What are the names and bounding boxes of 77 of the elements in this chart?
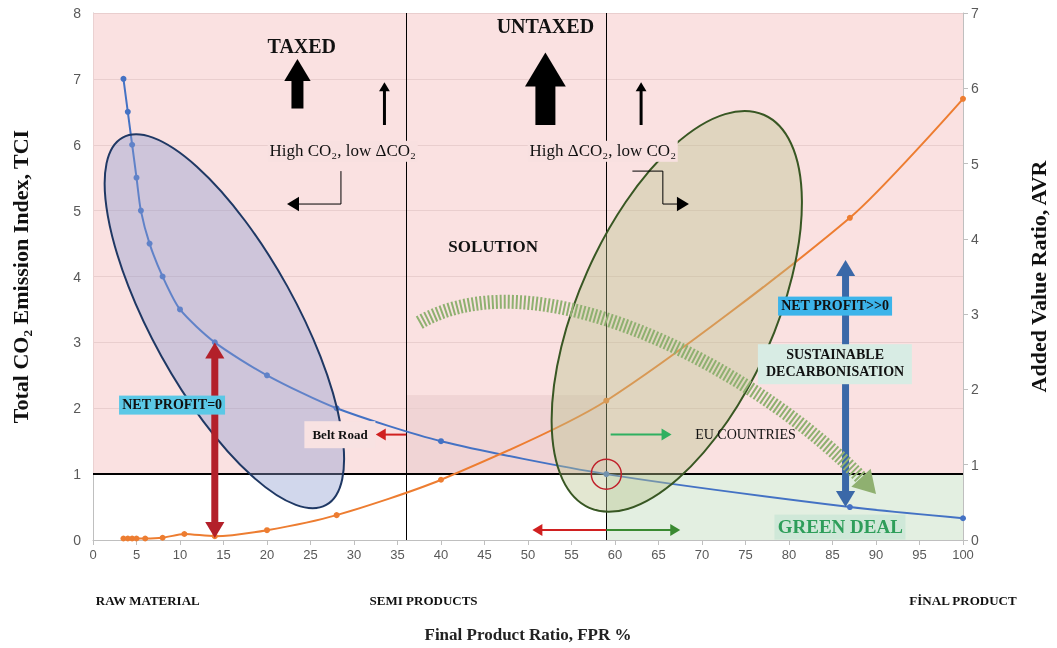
point — [124, 108, 131, 115]
annotation: High ΔCO₂, low CO₂ — [527, 141, 679, 162]
point — [264, 372, 270, 379]
y-tick-label: 6 — [73, 136, 82, 153]
point — [846, 504, 853, 511]
x-axis-title: Final Product Ratio, FPR % — [424, 625, 632, 644]
annotation: SUSTAINABLE DECARBONISATION — [758, 344, 913, 384]
point — [159, 273, 166, 280]
point — [133, 535, 140, 542]
x-tick-label: 80 — [781, 547, 797, 562]
y2-tick-label: 6 — [971, 80, 979, 97]
point — [181, 530, 188, 537]
x-tick-label: 60 — [607, 547, 623, 562]
y-tick-label: 3 — [73, 334, 82, 351]
y2-axis-title: Added Value Ratio, AVR — [1025, 159, 1051, 393]
x-tick-label: 45 — [477, 547, 492, 562]
point — [438, 476, 444, 483]
point — [333, 405, 340, 412]
point — [438, 438, 444, 445]
x-tick-label: 0 — [89, 547, 97, 562]
text: RAW MATERIAL — [95, 593, 200, 609]
y-tick-label: 0 — [73, 532, 82, 548]
annotation: UNTAXED — [496, 14, 595, 39]
point — [960, 515, 966, 522]
point — [333, 512, 340, 519]
point — [960, 95, 966, 102]
y2-tick-label: 4 — [971, 230, 979, 247]
x-tick-label: 10 — [172, 547, 188, 562]
point — [137, 207, 144, 214]
y-tick-label: 5 — [73, 202, 82, 219]
point — [142, 535, 149, 542]
point — [146, 240, 153, 247]
y2-tick-label: 0 — [971, 532, 979, 548]
point — [159, 534, 166, 541]
y-tick-label: 4 — [73, 268, 82, 285]
x-tick-label: 75 — [738, 547, 753, 562]
x-tick-label: 95 — [912, 547, 927, 562]
y-axis-title: Total CO₂ Emission Index, TCI — [7, 129, 33, 424]
x-tick-label: 100 — [952, 547, 974, 562]
annotation: SOLUTION — [448, 236, 539, 258]
point — [129, 141, 136, 148]
y-tick-label: 2 — [73, 400, 82, 417]
x-tick-label: 15 — [216, 547, 231, 562]
x-tick-label: 65 — [651, 547, 666, 562]
y2-tick-label: 3 — [971, 306, 979, 323]
y2-tick-label: 2 — [971, 381, 979, 398]
point — [177, 306, 183, 313]
x-tick-label: 35 — [390, 547, 405, 562]
point — [264, 527, 270, 534]
y2-tick-label: 5 — [971, 155, 979, 172]
x-tick-label: 70 — [694, 547, 710, 562]
point — [603, 397, 610, 404]
annotation: NET PROFIT=0 — [119, 395, 226, 415]
x-tick-label: 25 — [303, 547, 318, 562]
annotation: NET PROFIT>>0 — [778, 296, 893, 316]
x-tick-label: 5 — [132, 547, 141, 562]
x-tick-label: 85 — [825, 547, 840, 562]
annotation: TAXED — [267, 33, 337, 58]
text: SEMI PRODUCTS — [369, 593, 478, 609]
annotation: GREEN DEAL — [774, 514, 906, 540]
y2-tick-label: 7 — [971, 5, 979, 21]
y-tick-label: 8 — [73, 5, 82, 21]
y2-tick-label: 1 — [971, 456, 979, 473]
point — [120, 75, 127, 82]
text: FİNAL PRODUCT — [909, 593, 1017, 609]
annotation: EU COUNTRIES — [695, 426, 796, 443]
annotation: Belt Road — [304, 420, 376, 449]
y-tick-label: 7 — [73, 70, 82, 87]
x-tick-label: 40 — [433, 547, 449, 562]
x-tick-label: 30 — [346, 547, 362, 562]
x-tick-label: 20 — [259, 547, 275, 562]
x-tick-label: 50 — [520, 547, 536, 562]
x-tick-label: 90 — [868, 547, 884, 562]
point — [846, 214, 853, 221]
annotation: High CO₂, low ΔCO₂ — [267, 141, 418, 162]
x-tick-label: 55 — [564, 547, 579, 562]
y-tick-label: 1 — [73, 466, 82, 483]
